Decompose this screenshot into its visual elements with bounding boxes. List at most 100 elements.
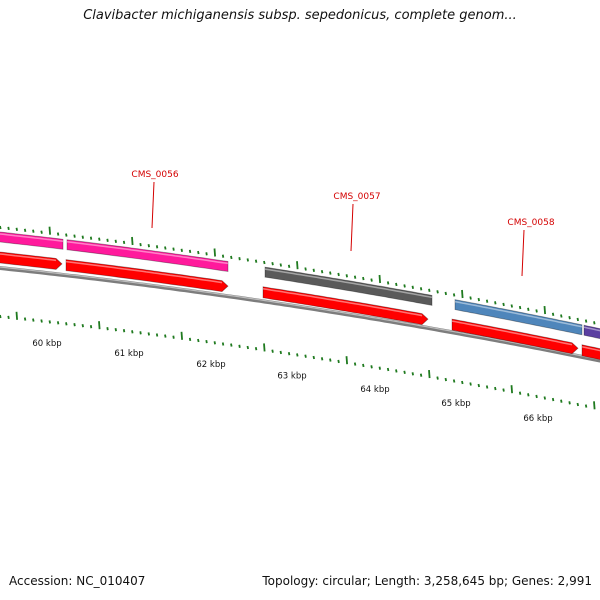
scale-ring-minor-tick — [436, 376, 439, 380]
top-ring-minor-tick — [403, 284, 406, 288]
top-ring-minor-tick — [353, 275, 357, 279]
top-ring-minor-tick — [106, 238, 109, 242]
top-ring-minor-tick — [40, 230, 43, 234]
gene-label[interactable]: CMS_0058 — [507, 218, 554, 228]
scale-ring-minor-tick — [461, 380, 464, 385]
scale-ring-minor-tick — [205, 339, 208, 344]
scale-ring-minor-tick — [106, 327, 109, 331]
genome-title: Clavibacter michiganensis subsp. sepedon… — [83, 8, 517, 23]
cds-arrow-cms-0058[interactable] — [451, 318, 579, 355]
scale-ring-minor-tick — [7, 315, 10, 320]
top-ring-minor-tick — [32, 229, 35, 233]
top-ring-minor-tick — [560, 314, 563, 318]
scale-ring-minor-tick — [378, 366, 381, 370]
top-ring-minor-tick — [230, 255, 233, 260]
scale-ring-minor-tick — [147, 332, 150, 336]
scale-ring-minor-tick — [213, 341, 216, 345]
scale-label: 65 kbp — [441, 399, 470, 409]
top-ring-minor-tick — [147, 244, 150, 248]
gene-band-right[interactable] — [583, 324, 600, 340]
top-ring-minor-tick — [568, 316, 571, 320]
gene-band-left[interactable] — [0, 231, 64, 250]
scale-label: 63 kbp — [277, 372, 306, 382]
top-ring-major-tick — [48, 226, 51, 235]
top-ring-minor-tick — [320, 270, 324, 274]
scale-ring-minor-tick — [576, 402, 579, 407]
top-ring-minor-tick — [172, 247, 175, 251]
scale-ring-minor-tick — [197, 338, 200, 343]
scale-ring-major-tick — [263, 343, 266, 352]
scale-ring-minor-tick — [560, 399, 563, 403]
cds-arrow-cms-0056[interactable] — [65, 259, 229, 293]
gene-label[interactable]: CMS_0057 — [333, 192, 380, 202]
cds-arrow-right[interactable] — [581, 344, 600, 361]
scale-ring-major-tick — [98, 321, 101, 330]
top-ring-minor-tick — [527, 307, 530, 311]
scale-label: 64 kbp — [360, 385, 389, 395]
scale-ring-minor-tick — [395, 369, 398, 373]
scale-ring-major-tick — [15, 311, 18, 320]
top-ring-minor-tick — [469, 296, 472, 300]
scale-ring-major-tick — [428, 370, 431, 379]
gene-label-leader — [521, 229, 525, 277]
backbone-arc — [0, 265, 600, 363]
scale-ring-minor-tick — [0, 314, 2, 319]
top-ring-minor-tick — [452, 293, 456, 297]
top-ring-minor-tick — [419, 287, 423, 291]
gene-band-cms-0058[interactable] — [454, 299, 583, 336]
scale-ring-minor-tick — [469, 382, 472, 386]
scale-ring-minor-tick — [56, 321, 60, 325]
scale-ring-minor-tick — [221, 342, 225, 346]
cds-arrow-cms-0057[interactable] — [262, 286, 429, 326]
top-ring-minor-tick — [337, 272, 340, 277]
scale-ring-minor-tick — [296, 353, 299, 357]
scale-ring-minor-tick — [329, 358, 332, 362]
gene-band-cms-0056-highlight — [66, 241, 229, 265]
gene-band-cms-0057[interactable] — [264, 266, 433, 306]
top-ring-minor-tick — [81, 235, 84, 239]
top-ring-minor-tick — [73, 234, 76, 238]
top-ring-minor-tick — [65, 233, 68, 237]
scale-ring-minor-tick — [23, 317, 27, 321]
gene-band-cms-0056[interactable] — [66, 239, 229, 272]
cds-arrow-left[interactable] — [0, 251, 63, 270]
top-ring-minor-tick — [411, 285, 414, 289]
scale-ring-minor-tick — [114, 328, 117, 332]
top-ring-minor-tick — [428, 288, 431, 292]
scale-ring-minor-tick — [131, 330, 134, 334]
top-ring-minor-tick — [494, 301, 497, 305]
top-ring-minor-tick — [139, 242, 142, 247]
top-ring-minor-tick — [370, 278, 373, 282]
gene-band-cms-0057-highlight — [264, 268, 433, 299]
top-ring-major-tick — [296, 261, 299, 270]
scale-ring-minor-tick — [65, 322, 68, 326]
scale-ring-minor-tick — [353, 362, 357, 366]
genome-summary: Topology: circular; Length: 3,258,645 bp… — [262, 574, 592, 588]
gene-label[interactable]: CMS_0056 — [131, 170, 178, 180]
top-ring-minor-tick — [98, 237, 101, 241]
cds-arrow-cms-0057-highlight — [262, 288, 423, 317]
scale-ring-minor-tick — [386, 367, 390, 372]
backbone-highlight — [0, 266, 600, 361]
top-ring-minor-tick — [0, 225, 2, 230]
scale-ring-minor-tick — [32, 318, 35, 322]
top-ring-minor-tick — [510, 304, 513, 308]
scale-ring-minor-tick — [188, 337, 192, 342]
scale-ring-minor-tick — [81, 324, 84, 328]
scale-ring-major-tick — [345, 356, 348, 365]
top-ring-minor-tick — [15, 227, 18, 231]
scale-ring-minor-tick — [312, 355, 315, 360]
top-ring-minor-tick — [535, 309, 538, 313]
top-ring-minor-tick — [362, 276, 365, 281]
scale-ring-minor-tick — [362, 363, 365, 368]
top-ring-minor-tick — [329, 271, 332, 275]
gene-band-left-highlight — [0, 233, 64, 243]
scale-ring-minor-tick — [89, 325, 93, 329]
scale-ring-minor-tick — [337, 359, 340, 364]
top-ring-minor-tick — [263, 260, 266, 265]
top-ring-minor-tick — [436, 290, 439, 294]
scale-ring-minor-tick — [304, 354, 307, 358]
top-ring-minor-tick — [114, 239, 117, 243]
scale-ring-minor-tick — [485, 385, 489, 389]
